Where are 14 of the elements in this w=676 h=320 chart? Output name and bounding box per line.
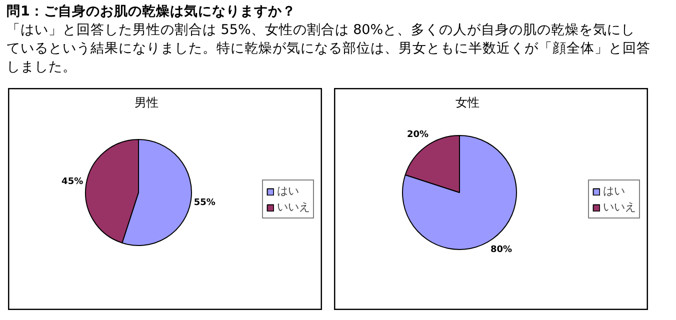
legend-label: はい [603,184,625,198]
chart-title: 男性 [134,96,158,110]
legend-label: はい [277,184,299,198]
text: 問1：ご自身のお肌の乾燥は気になりますか？ [6,4,296,20]
chart-title: 女性 [456,96,480,110]
legend-label: いいえ [277,200,310,214]
legend-label: いいえ [603,200,636,214]
text: ているという結果になりました。特に乾燥が気になる部位は、男女ともに半数近くが「顔全体」と回答 [6,40,650,56]
data-label: 45% [62,177,84,188]
data-label: 20% [406,130,429,140]
data-label: 55% [194,198,216,208]
text: しました。 [6,59,76,75]
data-label: 80% [490,244,512,255]
text: 「はい」と回答した男性の割合は 55%、女性の割合は 80%と、多くの人が自身の肌の乾燥を気にし [6,22,636,38]
